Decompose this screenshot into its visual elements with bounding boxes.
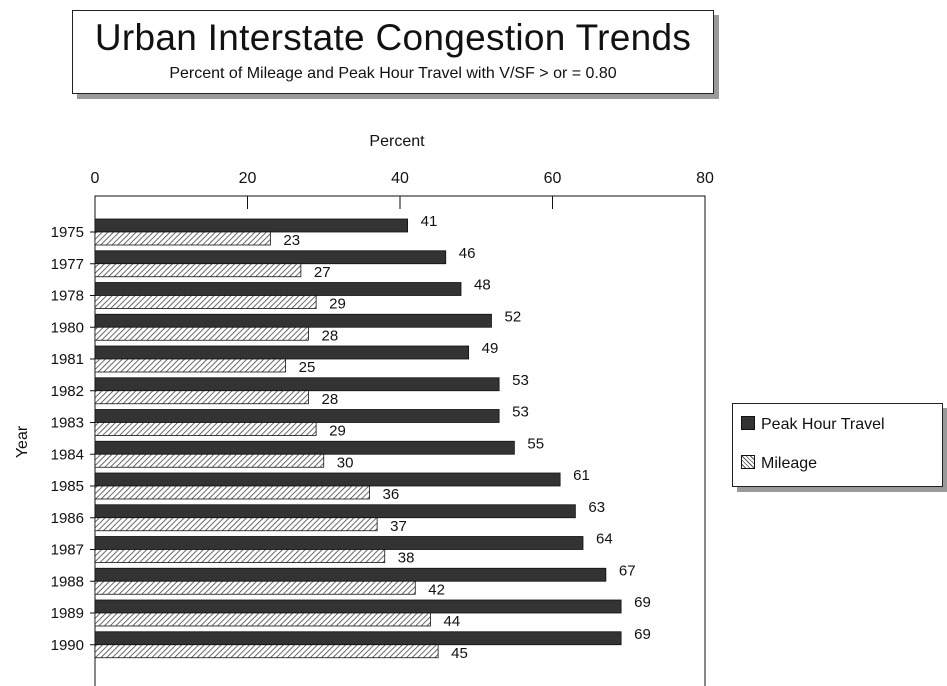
legend-swatch-peak <box>741 416 755 430</box>
data-label-peak: 69 <box>634 626 651 643</box>
bar-mileage <box>94 422 317 436</box>
x-tick-label: 80 <box>696 170 714 187</box>
data-label-peak: 49 <box>482 340 499 357</box>
y-axis-label: Year <box>14 425 31 458</box>
bar-peak-hour-travel <box>94 631 622 646</box>
bar-peak-hour-travel <box>94 440 515 455</box>
data-label-peak: 63 <box>588 499 605 516</box>
bar-mileage <box>94 580 416 595</box>
chart-title: Urban Interstate Congestion Trends <box>94 17 692 58</box>
data-label-mileage: 23 <box>283 232 300 249</box>
data-label-peak: 55 <box>527 435 544 452</box>
y-tick-label: 1988 <box>51 573 84 590</box>
data-label-mileage: 28 <box>322 327 339 344</box>
y-tick-label: 1989 <box>51 605 84 622</box>
bar-mileage <box>94 453 325 468</box>
legend-item-peak-hour-travel: Peak Hour Travel <box>741 416 885 434</box>
bar-mileage <box>94 295 317 309</box>
bar-mileage <box>94 231 271 246</box>
y-tick-label: 1990 <box>51 637 84 654</box>
x-tick-label: 20 <box>239 170 257 187</box>
bar-mileage <box>94 263 302 278</box>
data-label-peak: 48 <box>474 277 491 294</box>
data-label-mileage: 37 <box>390 518 407 535</box>
y-tick-label: 1982 <box>51 383 84 400</box>
y-tick-label: 1981 <box>51 351 84 368</box>
data-label-mileage: 45 <box>451 645 468 662</box>
data-label-peak: 61 <box>573 467 590 484</box>
data-label-mileage: 30 <box>337 454 354 471</box>
bar-peak-hour-travel <box>94 313 492 328</box>
legend-label: Peak Hour Travel <box>761 416 885 433</box>
chart-subtitle: Percent of Mileage and Peak Hour Travel … <box>169 65 617 82</box>
bar-peak-hour-travel <box>94 218 409 233</box>
legend: Peak Hour Travel Mileage <box>732 403 943 487</box>
y-tick-label: 1980 <box>51 319 84 336</box>
y-tick-label: 1985 <box>51 478 84 495</box>
x-tick-label: 40 <box>391 170 409 187</box>
y-tick-label: 1984 <box>51 446 84 463</box>
data-label-peak: 41 <box>421 213 438 230</box>
data-label-peak: 67 <box>619 562 636 579</box>
bar-peak-hour-travel <box>94 250 447 265</box>
data-label-mileage: 44 <box>444 613 461 630</box>
legend-item-mileage: Mileage <box>741 455 817 473</box>
y-tick-label: 1983 <box>51 415 84 432</box>
bar-mileage <box>94 485 370 500</box>
data-label-mileage: 27 <box>314 264 331 281</box>
bar-peak-hour-travel <box>94 536 584 550</box>
data-label-peak: 64 <box>596 531 613 548</box>
x-tick-label: 0 <box>91 170 100 187</box>
data-label-mileage: 29 <box>329 296 346 313</box>
bar-mileage <box>94 549 386 563</box>
y-tick-label: 1986 <box>51 510 84 527</box>
bar-peak-hour-travel <box>94 504 576 519</box>
bar-peak-hour-travel <box>94 567 607 582</box>
data-label-peak: 53 <box>512 404 529 421</box>
bar-mileage <box>94 390 309 405</box>
y-tick-label: 1975 <box>51 224 84 241</box>
data-label-mileage: 25 <box>299 359 316 376</box>
y-tick-label: 1978 <box>51 288 84 305</box>
bar-peak-hour-travel <box>94 599 622 614</box>
data-label-mileage: 29 <box>329 423 346 440</box>
legend-label: Mileage <box>761 455 818 472</box>
data-label-peak: 69 <box>634 594 651 611</box>
bar-peak-hour-travel <box>94 345 470 360</box>
bar-peak-hour-travel <box>94 282 462 296</box>
data-label-peak: 52 <box>505 308 522 325</box>
x-axis-label: Percent <box>369 133 425 150</box>
data-label-mileage: 36 <box>383 486 400 503</box>
data-label-mileage: 42 <box>428 581 445 598</box>
bar-mileage <box>94 326 309 341</box>
bar-peak-hour-travel <box>94 409 500 423</box>
bar-mileage <box>94 644 439 659</box>
data-label-mileage: 28 <box>322 391 339 408</box>
data-label-peak: 53 <box>512 372 529 389</box>
chart-title-box: Urban Interstate Congestion Trends Perce… <box>72 10 714 94</box>
data-label-peak: 46 <box>459 245 476 262</box>
data-label-mileage: 38 <box>398 550 415 567</box>
legend-swatch-mileage <box>741 455 755 469</box>
bar-mileage <box>94 517 378 532</box>
x-tick-label: 60 <box>544 170 562 187</box>
y-tick-label: 1977 <box>51 256 84 273</box>
bar-peak-hour-travel <box>94 472 561 487</box>
bar-mileage <box>94 358 287 373</box>
bar-mileage <box>94 612 431 627</box>
y-tick-label: 1987 <box>51 542 84 559</box>
bar-peak-hour-travel <box>94 377 500 392</box>
